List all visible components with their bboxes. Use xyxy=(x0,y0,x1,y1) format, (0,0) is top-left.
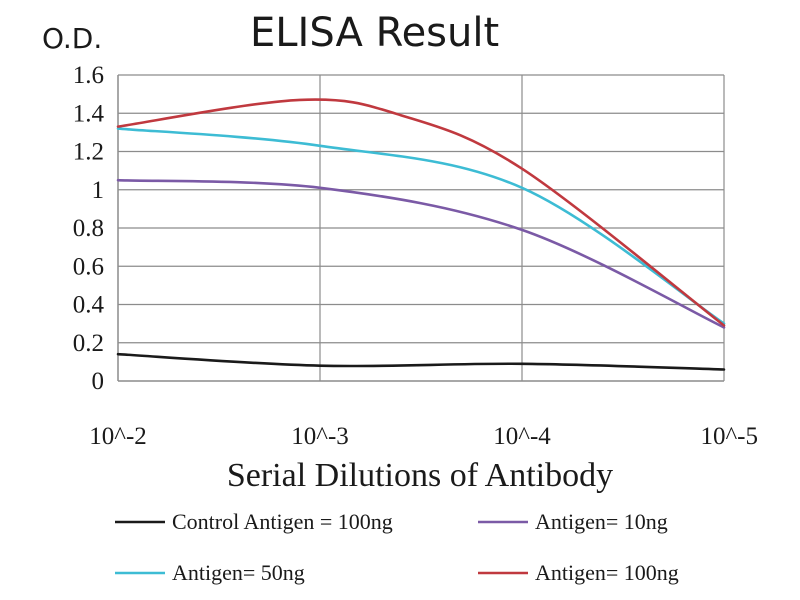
legend-label: Antigen= 50ng xyxy=(172,560,305,585)
y-tick-label: 1 xyxy=(92,177,105,204)
y-tick-label: 1.4 xyxy=(73,100,105,127)
y-tick-label: 0 xyxy=(92,368,105,395)
y-axis-label: O.D. xyxy=(42,22,102,55)
y-tick-labels: 0 0.2 0.4 0.6 0.8 1 1.2 1.4 1.6 xyxy=(73,62,105,395)
legend-label: Antigen= 100ng xyxy=(535,560,679,585)
legend-item: Antigen= 100ng xyxy=(478,560,679,585)
legend-label: Control Antigen = 100ng xyxy=(172,509,393,534)
x-tick-label: 10^-3 xyxy=(291,423,349,450)
x-tick-labels: 10^-2 10^-3 10^-4 10^-5 xyxy=(89,423,758,450)
legend-item: Control Antigen = 100ng xyxy=(115,509,393,534)
x-tick-label: 10^-5 xyxy=(700,423,758,450)
chart-title: ELISA Result xyxy=(250,10,499,56)
series-layer xyxy=(116,98,726,371)
y-tick-label: 0.2 xyxy=(73,330,104,357)
y-tick-label: 0.6 xyxy=(73,253,104,280)
y-tick-label: 1.6 xyxy=(73,62,104,89)
legend: Control Antigen = 100ng Antigen= 10ng Anti… xyxy=(115,509,679,585)
x-axis-label: Serial Dilutions of Antibody xyxy=(227,457,613,494)
series-line-2 xyxy=(116,127,726,325)
legend-item: Antigen= 10ng xyxy=(478,509,668,534)
series-line-0 xyxy=(116,352,726,371)
y-tick-label: 0.4 xyxy=(73,292,105,319)
y-tick-label: 0.8 xyxy=(73,215,104,242)
legend-item: Antigen= 50ng xyxy=(115,560,305,585)
grid-layer xyxy=(117,74,725,382)
y-tick-label: 1.2 xyxy=(73,139,104,166)
legend-label: Antigen= 10ng xyxy=(535,509,668,534)
series-line-1 xyxy=(116,178,726,329)
x-tick-label: 10^-4 xyxy=(493,423,551,450)
x-tick-label: 10^-2 xyxy=(89,423,147,450)
series-line-3 xyxy=(116,98,726,327)
